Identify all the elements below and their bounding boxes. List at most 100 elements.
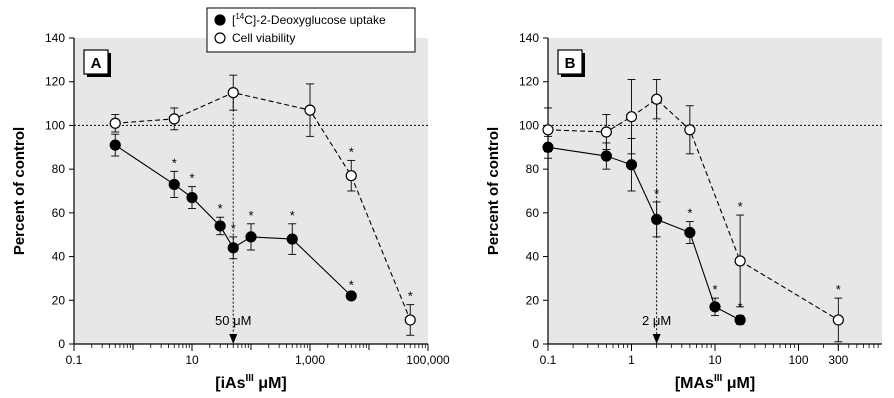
y-tick-label: 100 [45, 118, 65, 132]
x-axis-label: [iAsIII μM] [215, 373, 286, 392]
y-tick-label: 60 [526, 206, 540, 220]
y-tick-label: 20 [52, 293, 66, 307]
data-point [227, 242, 239, 254]
data-point [832, 314, 844, 326]
y-tick-label: 100 [519, 118, 539, 132]
data-point [304, 104, 316, 116]
legend-label-post: C]-2-Deoxyglucose uptake [244, 13, 386, 27]
significance-marker: * [738, 199, 743, 214]
significance-marker: * [349, 278, 354, 293]
series-deoxyglucose-uptake: ***** [542, 127, 746, 326]
x-axis-label-sup: III [246, 373, 255, 384]
legend-label: [14C]-2-Deoxyglucose uptake [232, 12, 386, 27]
x-tick-label: 100,000 [406, 353, 450, 367]
x-axis-label-unit: μM] [254, 375, 287, 392]
data-point [625, 111, 638, 123]
data-point [245, 231, 257, 243]
legend-marker [214, 32, 226, 44]
plot-area [74, 38, 428, 344]
significance-marker: * [248, 208, 253, 223]
legend-label-pre: Cell viability [232, 31, 295, 45]
x-tick-label: 10 [185, 353, 199, 367]
y-tick-label: 80 [526, 162, 540, 176]
data-point [168, 113, 180, 125]
data-point [600, 150, 612, 162]
data-point [286, 233, 298, 245]
y-tick-label: 120 [45, 75, 65, 89]
x-axis-label-unit: μM] [722, 375, 755, 392]
chart-panel-b: 0 20 40 60 80 100 120 140 0.1 1 10 100 300 Percent of… [485, 31, 882, 392]
y-tick-label: 40 [52, 250, 66, 264]
legend: [14C]-2-Deoxyglucose uptake Cell viabilit… [206, 7, 416, 53]
y-tick-label: 140 [45, 31, 65, 45]
data-point [542, 124, 554, 136]
panel-label: A [91, 55, 102, 72]
concentration-marker-label: 50 μM [215, 313, 251, 328]
y-tick-label: 140 [519, 31, 539, 45]
data-point [345, 290, 357, 302]
y-tick-label: 0 [532, 337, 539, 351]
plot-area [548, 38, 882, 344]
legend-label: Cell viability [232, 31, 295, 45]
data-point [345, 170, 357, 182]
data-point [651, 93, 663, 105]
data-point [109, 139, 121, 151]
y-tick-label: 0 [58, 337, 65, 351]
concentration-marker-label: 2 μM [642, 313, 671, 328]
significance-marker: * [172, 155, 177, 170]
x-axis-label-text: [iAs [215, 375, 245, 392]
x-tick-label: 300 [828, 353, 848, 367]
data-point [625, 159, 638, 171]
data-point [684, 226, 696, 239]
series-deoxyglucose-uptake: * * * * * * * [109, 133, 357, 302]
significance-marker: * [349, 144, 354, 159]
series-cell-viability: ** [542, 79, 844, 343]
y-axis-label: Percent of control [11, 127, 28, 255]
x-axis-label-sup: III [714, 373, 723, 384]
series-cell-viability: ** [109, 74, 416, 336]
x-tick-label: 0.1 [540, 353, 557, 367]
significance-marker: * [836, 282, 841, 297]
legend-label-pre: [ [232, 13, 236, 27]
data-point [709, 301, 721, 313]
y-tick-label: 40 [526, 250, 540, 264]
panel-label: B [565, 55, 576, 72]
concentration-marker-arrow [229, 334, 238, 344]
significance-marker: * [654, 186, 659, 201]
x-tick-label: 10 [708, 353, 722, 367]
significance-marker: * [218, 201, 223, 216]
panel-label-box [83, 49, 109, 75]
significance-marker: * [408, 289, 413, 304]
x-axis-label-text: [MAs [675, 375, 714, 392]
y-tick-label: 120 [519, 75, 539, 89]
x-tick-label: 100 [788, 353, 808, 367]
x-tick-label: 0.1 [66, 353, 83, 367]
panel-label-box [557, 49, 583, 75]
data-point [734, 314, 746, 326]
significance-marker: * [231, 221, 236, 236]
chart-panel-a: 0 20 40 60 80 100 120 140 0.1 10 1,000 100,000 Perce… [11, 31, 450, 392]
significance-marker: * [189, 171, 194, 186]
series-line [115, 92, 411, 321]
data-point [227, 87, 239, 99]
data-point [600, 126, 612, 138]
data-point [684, 124, 696, 136]
legend-label-sup: 14 [235, 12, 244, 21]
data-point [734, 255, 746, 267]
x-tick-label: 1,000 [295, 353, 325, 367]
x-axis-label: [MAsIII μM] [675, 373, 755, 392]
legend-marker [214, 14, 226, 26]
legend-box [206, 7, 416, 53]
data-point [168, 178, 180, 191]
y-tick-label: 60 [52, 206, 66, 220]
data-point [186, 191, 198, 204]
y-tick-label: 20 [526, 293, 540, 307]
significance-marker: * [687, 206, 692, 221]
y-axis-label: Percent of control [485, 127, 502, 255]
data-point [651, 213, 663, 226]
data-point [109, 117, 121, 129]
y-tick-label: 80 [52, 162, 66, 176]
x-tick-label: 1 [628, 353, 635, 367]
data-point [404, 314, 416, 326]
